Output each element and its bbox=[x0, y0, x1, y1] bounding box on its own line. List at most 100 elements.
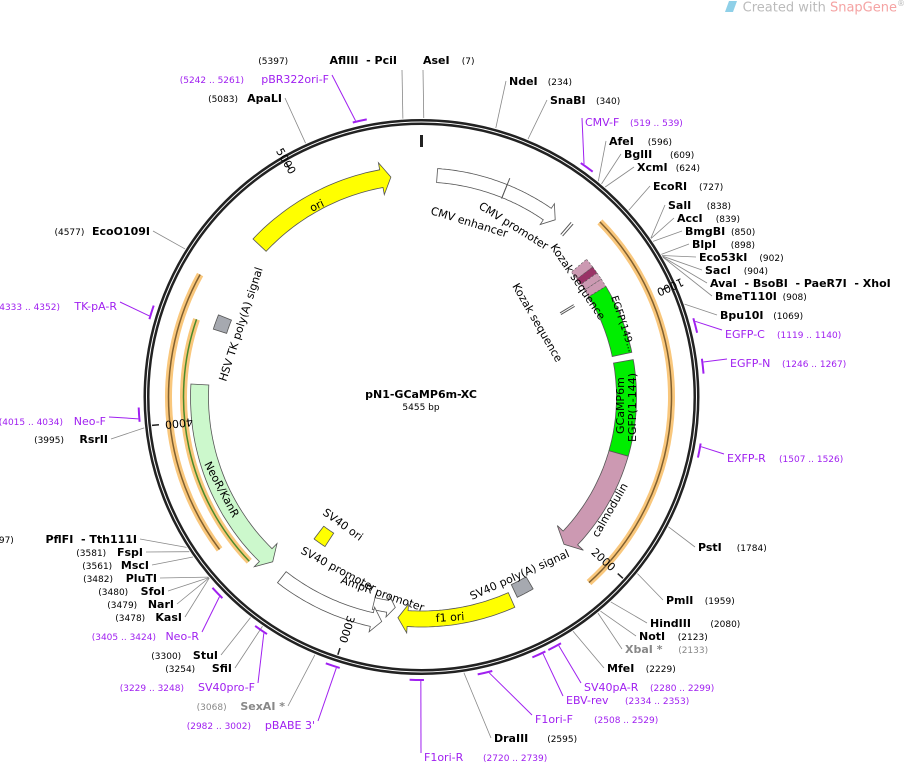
primer-egfp-n[interactable]: EGFP-N(1246 .. 1267) bbox=[730, 357, 846, 370]
site-position: (3597) bbox=[0, 536, 14, 546]
site-saci[interactable]: SacI(904) bbox=[705, 264, 768, 277]
site-fspi[interactable]: FspI(3581) bbox=[76, 546, 143, 559]
site-name: StuI bbox=[193, 649, 218, 662]
site-ecoo109i[interactable]: EcoO109I(4577) bbox=[54, 225, 150, 238]
primer-name: Neo-R bbox=[165, 630, 199, 643]
site-bmgbi[interactable]: BmgBI(850) bbox=[685, 225, 755, 238]
primer-sv40pa-r[interactable]: SV40pA-R(2280 .. 2299) bbox=[584, 681, 714, 694]
site-afliii[interactable]: AflIII - PciI(5397) bbox=[258, 54, 397, 67]
primer-mark bbox=[149, 306, 153, 320]
site-position: (2133) bbox=[678, 646, 708, 656]
site-position: (596) bbox=[648, 138, 672, 148]
primer-range: (1246 .. 1267) bbox=[782, 360, 846, 370]
site-sfii[interactable]: SfiI(3254) bbox=[165, 662, 232, 675]
primer-tk-pa-r[interactable]: TK-pA-R(4333 .. 4352) bbox=[0, 300, 117, 313]
site-bmet110i[interactable]: BmeT110I(908) bbox=[715, 290, 807, 303]
site-pluti[interactable]: PluTI(3482) bbox=[83, 572, 157, 585]
site-acci[interactable]: AccI(839) bbox=[677, 212, 740, 225]
site-name: NdeI bbox=[509, 75, 538, 88]
primer-leader-line bbox=[109, 417, 138, 419]
primer-range: (3405 .. 3424) bbox=[92, 633, 156, 643]
site-name: Eco53kI bbox=[699, 251, 747, 264]
site-blpi[interactable]: BlpI(898) bbox=[692, 238, 755, 251]
primer-exfp-r[interactable]: EXFP-R(1507 .. 1526) bbox=[727, 452, 843, 465]
site-pmli[interactable]: PmlI(1959) bbox=[666, 594, 735, 607]
primer-pbabe-3[interactable]: pBABE 3'(2982 .. 3002) bbox=[187, 719, 315, 732]
site-name: AccI bbox=[677, 212, 703, 225]
site-hindiii[interactable]: HindIII(2080) bbox=[650, 617, 740, 630]
site-name: Bpu10I bbox=[720, 309, 764, 322]
site-pflfi[interactable]: PflFI - Tth111I (3597) bbox=[0, 533, 137, 546]
site-position: (609) bbox=[670, 151, 694, 161]
primer-egfp-c[interactable]: EGFP-C(1119 .. 1140) bbox=[725, 328, 841, 341]
site-stui[interactable]: StuI(3300) bbox=[151, 649, 218, 662]
primer-ebv-rev[interactable]: EBV-rev(2334 .. 2353) bbox=[566, 694, 689, 707]
site-nari[interactable]: NarI(3479) bbox=[107, 598, 174, 611]
site-ndei[interactable]: NdeI(234) bbox=[509, 75, 572, 88]
site-position: (838) bbox=[707, 202, 731, 212]
site-sexai[interactable]: SexAI *(3068) bbox=[197, 700, 286, 713]
primer-neo-r[interactable]: Neo-R (3405 .. 3424) bbox=[92, 630, 200, 643]
primer-range: (1119 .. 1140) bbox=[777, 331, 841, 341]
site-xbai[interactable]: XbaI *(2133) bbox=[625, 643, 708, 656]
primer-leader-line bbox=[543, 654, 563, 696]
site-position: (2080) bbox=[710, 620, 740, 630]
site-bglii[interactable]: BglII(609) bbox=[624, 148, 694, 161]
site-afei[interactable]: AfeI(596) bbox=[609, 135, 672, 148]
site-leader-line bbox=[611, 602, 647, 623]
primer-cmv-f[interactable]: CMV-F(519 .. 539) bbox=[585, 116, 683, 129]
site-sali[interactable]: SalI(838) bbox=[668, 199, 731, 212]
primer-leader-line bbox=[332, 75, 356, 121]
site-position: (4577) bbox=[54, 228, 84, 238]
site-ecori[interactable]: EcoRI(727) bbox=[653, 180, 723, 193]
primer-f1ori-f[interactable]: F1ori-F(2508 .. 2529) bbox=[535, 713, 658, 726]
site-sfoi[interactable]: SfoI(3480) bbox=[98, 585, 165, 598]
site-leader-line bbox=[598, 141, 606, 181]
site-leader-line bbox=[629, 186, 650, 210]
site-avai[interactable]: AvaI - BsoBI - PaeR7I - XhoI(907) bbox=[710, 277, 911, 290]
primer-name: pBR322ori-F bbox=[261, 73, 329, 86]
site-draiii[interactable]: DraIII(2595) bbox=[494, 732, 577, 745]
site-name: PflFI - Tth111I bbox=[45, 533, 137, 546]
primer-f1ori-r[interactable]: F1ori-R(2720 .. 2739) bbox=[424, 751, 547, 764]
site-kasi[interactable]: KasI(3478) bbox=[115, 611, 182, 624]
primer-neo-f[interactable]: Neo-F(4015 .. 4034) bbox=[0, 415, 106, 428]
primer-mark bbox=[139, 408, 140, 422]
site-xcmi[interactable]: XcmI(624) bbox=[637, 161, 700, 174]
site-position: (3561) bbox=[82, 562, 112, 572]
site-msci[interactable]: MscI(3561) bbox=[82, 559, 149, 572]
site-leader-line bbox=[221, 618, 251, 655]
feature-cmv-enhancer[interactable] bbox=[437, 169, 508, 198]
site-bpu10i[interactable]: Bpu10I(1069) bbox=[720, 309, 803, 322]
site-name: BmeT110I bbox=[715, 290, 777, 303]
site-snabi[interactable]: SnaBI(340) bbox=[550, 94, 620, 107]
primer-name: EXFP-R bbox=[727, 452, 766, 465]
primer-sv40pro-f[interactable]: SV40pro-F(3229 .. 3248) bbox=[120, 681, 255, 694]
tick-label: 3000 bbox=[336, 614, 357, 645]
site-leader-line bbox=[496, 81, 506, 128]
primer-name: F1ori-F bbox=[535, 713, 573, 726]
site-leader-line bbox=[285, 98, 306, 143]
site-mfei[interactable]: MfeI(2229) bbox=[607, 662, 676, 675]
site-asei[interactable]: AseI(7) bbox=[423, 54, 475, 67]
feature-sv40-ori[interactable] bbox=[314, 526, 334, 546]
site-psti[interactable]: PstI(1784) bbox=[698, 541, 767, 554]
site-apali[interactable]: ApaLI(5083) bbox=[208, 92, 282, 105]
site-leader-line bbox=[668, 527, 695, 547]
feature-hsv-tk-poly-a-signal[interactable] bbox=[213, 315, 231, 334]
site-name: NarI bbox=[148, 598, 174, 611]
feature-label-f1-ori: f1 ori bbox=[435, 610, 465, 625]
primer-pbr322ori-f[interactable]: pBR322ori-F(5242 .. 5261) bbox=[180, 73, 329, 86]
site-position: (3068) bbox=[197, 703, 227, 713]
site-name: KasI bbox=[155, 611, 182, 624]
site-rsrii[interactable]: RsrII(3995) bbox=[34, 433, 108, 446]
site-leader-line bbox=[160, 577, 208, 578]
site-eco53ki[interactable]: Eco53kI(902) bbox=[699, 251, 784, 264]
site-noti[interactable]: NotI(2123) bbox=[639, 630, 708, 643]
plasmid-length: 5455 bp bbox=[402, 403, 439, 413]
watermark-prefix: Created with bbox=[743, 0, 826, 15]
feature-label-gcamp6m: GCaMP6m bbox=[614, 377, 627, 434]
site-leader-line bbox=[685, 304, 717, 315]
primer-leader-line bbox=[489, 673, 532, 715]
